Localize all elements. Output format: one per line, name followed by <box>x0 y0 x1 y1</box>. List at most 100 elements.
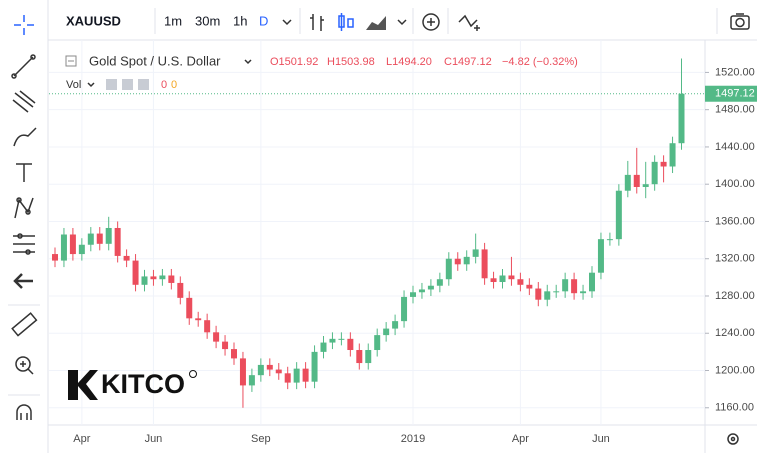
candle-body <box>481 249 488 279</box>
candle-body <box>597 239 604 273</box>
text-tool[interactable] <box>16 163 32 182</box>
volume-label: Vol <box>66 79 81 91</box>
y-tick-label: 1200.00 <box>715 364 755 376</box>
candle-body <box>222 341 229 350</box>
candle-body <box>275 369 282 374</box>
interval-button[interactable]: 1m <box>164 13 182 28</box>
area-style[interactable] <box>366 16 386 30</box>
volume-dropdown[interactable] <box>87 82 95 88</box>
candle-body <box>114 227 121 256</box>
candle-body <box>553 291 560 293</box>
candle-body <box>96 233 103 244</box>
candle-body <box>204 320 211 333</box>
snapshot-button[interactable] <box>730 13 750 30</box>
ohlc-open: O1501.92 <box>270 56 318 68</box>
candle-body <box>624 174 631 191</box>
y-tick-label: 1360.00 <box>715 215 755 227</box>
candle-body <box>517 279 524 285</box>
y-tick-label: 1440.00 <box>715 141 755 153</box>
candle-body <box>571 279 578 294</box>
y-tick-label: 1520.00 <box>715 66 755 78</box>
top-toolbar: XAUUSD 1m 30m 1h D <box>48 8 757 41</box>
candle-body <box>606 239 613 241</box>
measure-tool[interactable] <box>11 312 38 337</box>
candle-body <box>195 318 202 321</box>
compare-button[interactable] <box>458 14 480 31</box>
interval-button[interactable]: 30m <box>195 13 220 28</box>
last-price-label: 1497.12 <box>715 88 755 100</box>
candle-body <box>52 254 58 261</box>
style-dropdown[interactable] <box>397 19 407 26</box>
brush-tool[interactable] <box>13 127 37 147</box>
symbol[interactable]: XAUUSD <box>66 13 121 28</box>
bars-style[interactable] <box>310 14 324 31</box>
interval-button[interactable]: D <box>259 13 268 28</box>
magnet-tool[interactable] <box>16 404 32 420</box>
candle-body <box>374 335 381 351</box>
candle-body <box>284 373 291 383</box>
axis-settings[interactable] <box>727 433 739 445</box>
volume-eye[interactable] <box>106 79 117 90</box>
candle-body <box>347 338 354 351</box>
candle-body <box>266 364 273 370</box>
candle-body <box>159 275 166 280</box>
registered-mark <box>189 370 197 378</box>
y-tick-label: 1320.00 <box>715 253 755 265</box>
candle-body <box>293 368 300 383</box>
candle-body <box>311 351 318 382</box>
candle-body <box>105 227 112 244</box>
candle-body <box>454 258 461 265</box>
indicators-button[interactable] <box>422 13 440 31</box>
x-tick-label: Apr <box>512 433 529 445</box>
y-tick-label: 1160.00 <box>715 402 754 414</box>
watermark: KITCO <box>101 369 185 399</box>
collapse-button[interactable] <box>65 55 77 67</box>
candle-body <box>472 249 479 257</box>
y-tick-label: 1280.00 <box>715 290 755 302</box>
y-tick-label: 1240.00 <box>715 327 755 339</box>
volume-settings[interactable] <box>122 79 133 90</box>
candle-body <box>589 272 595 292</box>
candle-body <box>356 350 363 364</box>
x-tick-label: Apr <box>73 433 90 445</box>
prediction-tool[interactable] <box>13 233 35 255</box>
candle-body <box>132 260 139 285</box>
candle-body <box>436 279 443 286</box>
candle-body <box>365 350 372 364</box>
candle-body <box>60 234 67 261</box>
candle-body <box>660 161 667 167</box>
back-tool[interactable] <box>13 273 33 289</box>
candles-style[interactable] <box>338 13 354 31</box>
candle-body <box>123 255 130 261</box>
x-tick-label: Jun <box>145 433 163 445</box>
title-dropdown[interactable] <box>244 59 252 65</box>
pattern-tool[interactable] <box>14 197 34 219</box>
y-tick-label: 1480.00 <box>715 104 755 116</box>
x-tick-label: Sep <box>251 433 271 445</box>
candle-body <box>329 338 336 343</box>
kitco-logo <box>68 370 98 400</box>
trendline-tool[interactable] <box>11 54 36 79</box>
chart-title: Gold Spot / U.S. Dollar <box>89 53 221 68</box>
interval-button[interactable]: 1h <box>233 13 247 28</box>
ohlc-high: H1503.98 <box>327 56 375 68</box>
candle-body <box>418 289 425 293</box>
candle-body <box>177 282 184 298</box>
crosshair-tool[interactable] <box>14 15 34 35</box>
candle-body <box>562 279 569 292</box>
interval-dropdown[interactable] <box>282 19 292 26</box>
ohlc-change: −4.82 (−0.32%) <box>502 56 578 68</box>
candle-body <box>678 93 685 144</box>
candle-body <box>392 321 399 329</box>
zoom-tool[interactable] <box>15 356 34 375</box>
volume-remove[interactable] <box>138 79 149 90</box>
candle-body <box>186 297 193 319</box>
candle-body <box>445 258 452 280</box>
ohlc-low: L1494.20 <box>386 56 432 68</box>
candle-body <box>141 276 148 285</box>
candle-body <box>642 184 649 187</box>
fib-tool[interactable] <box>12 90 36 113</box>
ohlc-close: C1497.12 <box>444 56 492 68</box>
candle-body <box>302 368 309 382</box>
